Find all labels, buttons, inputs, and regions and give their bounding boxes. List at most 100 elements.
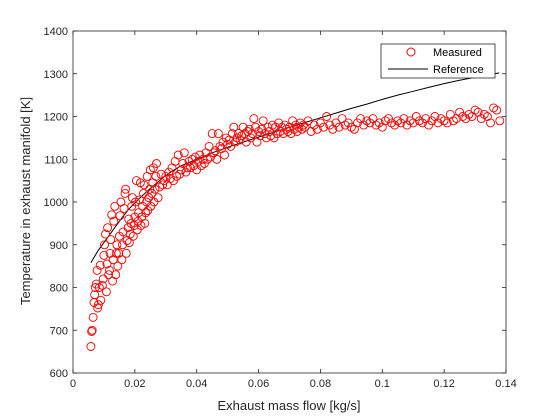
- measured-point: [165, 174, 175, 183]
- measured-point: [436, 114, 446, 124]
- y-tick-label: 900: [50, 240, 68, 252]
- measured-point: [96, 295, 106, 305]
- measured-point: [140, 218, 150, 228]
- measured-point: [230, 137, 240, 147]
- measured-point: [182, 163, 192, 173]
- measured-point: [100, 240, 109, 250]
- measured-point: [448, 116, 458, 126]
- y-tick-label: 1100: [44, 154, 68, 166]
- measured-point: [93, 303, 103, 313]
- measured-points-series: [86, 103, 505, 351]
- measured-point: [99, 250, 109, 260]
- measured-point: [387, 118, 397, 128]
- measured-point: [87, 327, 97, 336]
- measured-point: [229, 122, 239, 132]
- measured-point: [109, 216, 119, 226]
- measured-point: [237, 131, 247, 141]
- measured-point: [234, 129, 243, 139]
- y-tick-label: 600: [50, 368, 68, 380]
- measured-point: [292, 127, 302, 136]
- measured-point: [283, 127, 293, 136]
- measured-point: [232, 133, 242, 143]
- measured-point: [220, 150, 229, 160]
- measured-point: [111, 248, 121, 258]
- measured-point: [203, 154, 212, 164]
- measured-point: [104, 270, 114, 280]
- measured-point: [102, 259, 112, 269]
- measured-point: [380, 116, 390, 126]
- measured-point: [87, 325, 97, 335]
- legend-box: [380, 43, 496, 79]
- x-tick-label: 0.08: [310, 378, 331, 390]
- legend: Measured Reference: [380, 43, 496, 79]
- measured-point: [88, 312, 98, 322]
- measured-point: [340, 120, 350, 130]
- measured-point: [186, 163, 195, 173]
- measured-point: [91, 279, 101, 289]
- y-tick-label: 1400: [44, 26, 68, 38]
- measured-point: [103, 223, 113, 233]
- measured-point: [371, 120, 381, 130]
- measured-point: [470, 105, 480, 115]
- measured-point: [93, 300, 103, 310]
- measured-point: [112, 240, 122, 250]
- measured-point: [235, 135, 245, 145]
- measured-point: [141, 208, 151, 218]
- measured-point: [303, 116, 313, 126]
- measured-point: [458, 112, 468, 121]
- measured-point: [297, 124, 307, 134]
- measured-point: [94, 283, 104, 292]
- measured-point: [101, 229, 110, 239]
- measured-point: [117, 255, 127, 265]
- measured-point: [172, 171, 182, 181]
- measured-point: [464, 109, 474, 119]
- measured-point: [204, 141, 214, 151]
- measured-point: [362, 116, 372, 126]
- measured-point: [495, 116, 505, 126]
- y-axis-label: Temperature in exhaust manifold [K]: [18, 97, 33, 305]
- measured-point: [268, 120, 277, 130]
- measured-point: [294, 122, 304, 132]
- measured-point: [92, 265, 102, 275]
- y-tick-label: 800: [50, 283, 68, 295]
- measured-point: [145, 165, 155, 175]
- measured-point: [153, 193, 163, 203]
- measured-point: [128, 231, 138, 241]
- measured-point: [207, 129, 217, 139]
- measured-point: [173, 150, 183, 160]
- measured-point: [158, 180, 168, 190]
- measured-point: [124, 214, 134, 224]
- legend-reference-label: Reference: [433, 64, 484, 76]
- measured-point: [489, 103, 499, 113]
- measured-point: [176, 165, 186, 175]
- measured-point: [86, 342, 96, 351]
- measured-point: [196, 161, 206, 171]
- measured-point: [393, 116, 403, 126]
- measured-point: [126, 218, 136, 228]
- measured-point: [124, 238, 134, 248]
- x-tick-label: 0: [70, 378, 76, 390]
- measured-point: [249, 114, 259, 124]
- x-tick-label: 0.1: [375, 378, 390, 390]
- measured-point: [179, 148, 189, 158]
- measured-point: [442, 118, 452, 128]
- measured-point: [121, 248, 131, 258]
- measured-point: [90, 290, 100, 300]
- measured-point: [334, 122, 344, 132]
- measured-point: [479, 109, 489, 119]
- measured-point: [113, 261, 123, 271]
- measured-point: [346, 122, 356, 132]
- measured-point: [486, 118, 495, 128]
- measured-point: [111, 270, 121, 280]
- x-tick-label: 0.02: [124, 378, 145, 390]
- plot-frame: [72, 30, 507, 374]
- measured-point: [254, 127, 264, 136]
- measured-point: [175, 169, 185, 179]
- measured-point: [255, 131, 265, 141]
- x-tick-labels: 0 0.02 0.04 0.06 0.08 0.1 0.12 0.14: [70, 378, 517, 390]
- measured-point: [266, 131, 276, 141]
- measured-point: [121, 184, 131, 194]
- measured-point: [152, 159, 161, 168]
- measured-point: [246, 133, 256, 143]
- measured-point: [492, 105, 502, 115]
